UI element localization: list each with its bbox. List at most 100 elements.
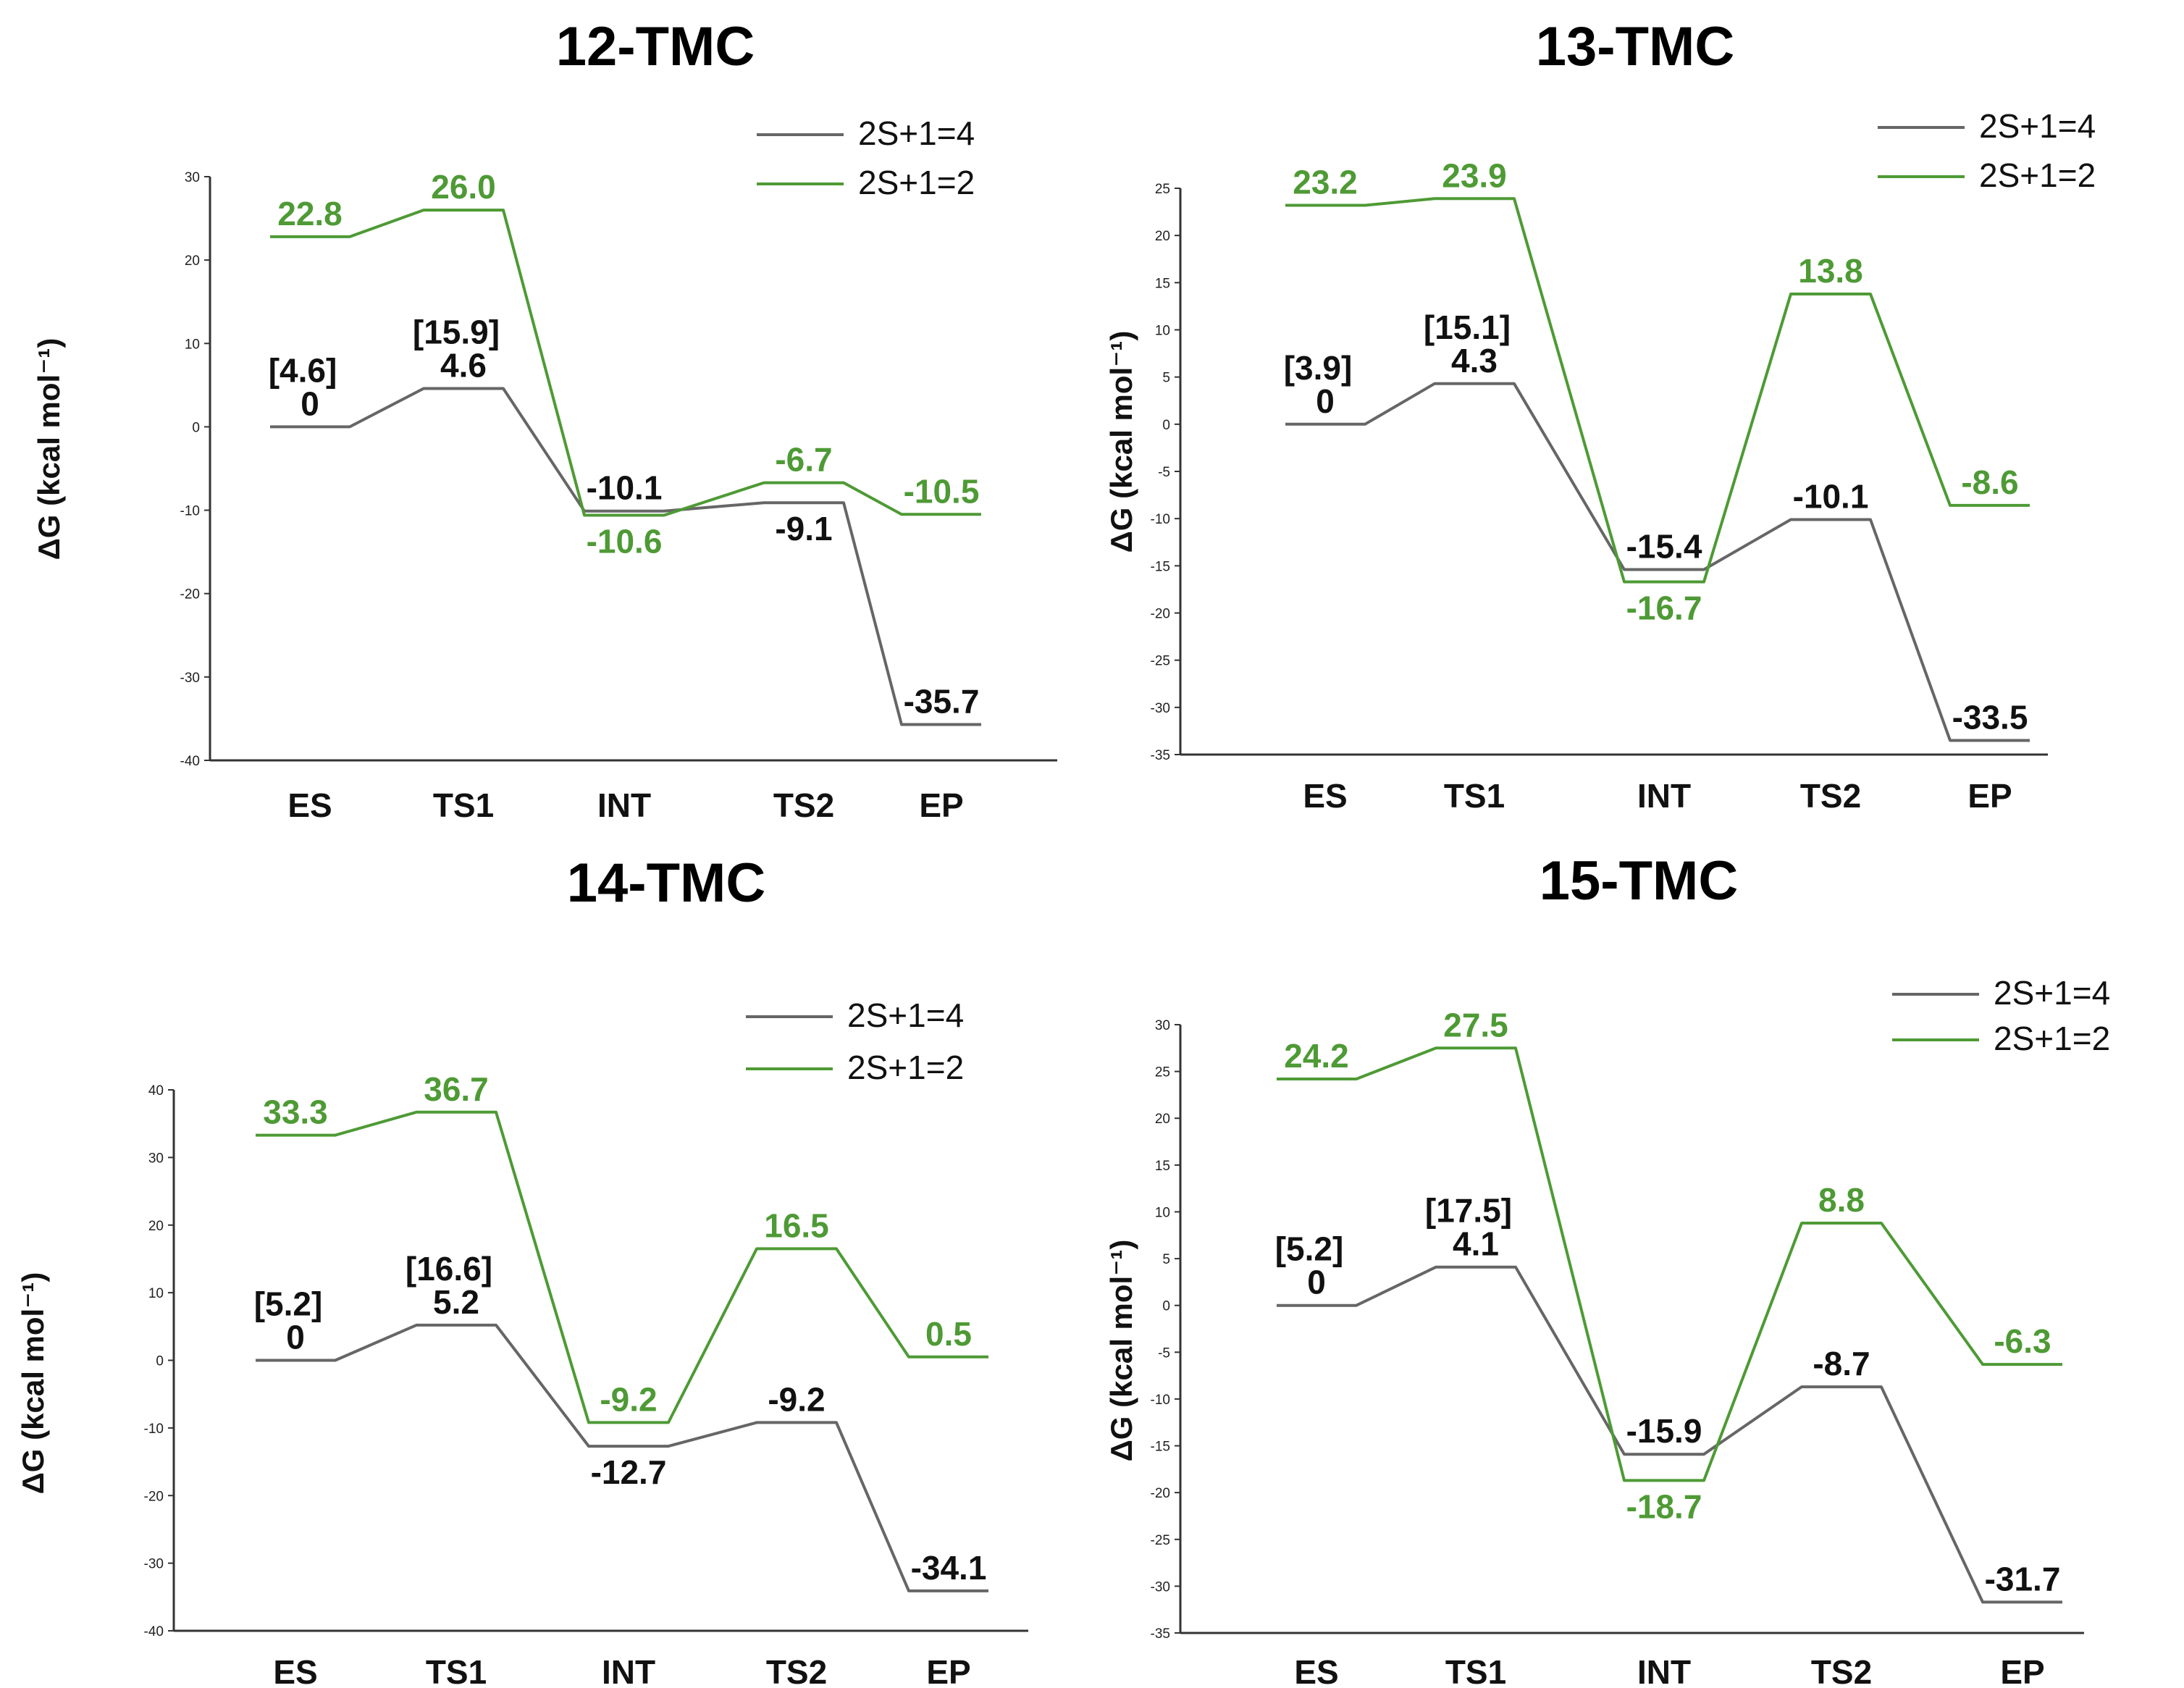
chart-title: 12-TMC — [556, 16, 755, 77]
data-label-quartet: 4.1 — [1453, 1225, 1499, 1263]
y-tick-label: 10 — [185, 337, 200, 352]
data-label-doublet: -6.7 — [775, 441, 832, 479]
series-line-quartet — [270, 387, 981, 726]
legend-label: 2S+1=2 — [858, 164, 975, 201]
energy-profile-chart: 15-TMC 30 25 20 15 10 5 0 -5 -10 -15 -20 -25 -30 -35 ΔG… — [1104, 850, 2110, 1688]
legend-label: 2S+1=2 — [1994, 1020, 2110, 1057]
y-tick-label: 15 — [1155, 1159, 1170, 1174]
x-category-label: EP — [926, 1653, 970, 1688]
energy-profile-chart: 12-TMC 30 20 10 0 -10 -20 -30 -40 ΔG (kcal mol⁻¹)… — [32, 16, 1057, 824]
y-tick-label: -25 — [1151, 1533, 1170, 1548]
data-label-quartet: -34.1 — [911, 1549, 987, 1587]
x-category-label: TS1 — [1444, 777, 1505, 815]
y-tick-label: 0 — [192, 420, 200, 435]
y-axis-label: ΔG (kcal mol⁻¹) — [1104, 331, 1138, 553]
data-label-quartet: -10.1 — [1793, 477, 1869, 515]
y-tick-label: -30 — [180, 671, 200, 686]
data-label-quartet: -9.1 — [775, 510, 832, 547]
bracket-annotation: [5.2] — [1275, 1230, 1344, 1268]
y-axis-label: ΔG (kcal mol⁻¹) — [1104, 1240, 1138, 1462]
data-label-quartet: 4.3 — [1451, 342, 1498, 379]
y-tick-label: 5 — [1162, 1252, 1170, 1267]
bracket-annotation: [15.1] — [1424, 308, 1511, 346]
data-label-doublet: -18.7 — [1626, 1487, 1702, 1525]
y-tick-label: -10 — [144, 1422, 164, 1437]
y-tick-label: 0 — [1162, 1299, 1170, 1314]
y-tick-label: 20 — [1155, 229, 1170, 244]
data-label-quartet: 0 — [1307, 1264, 1326, 1301]
data-label-quartet: 0 — [1316, 382, 1335, 420]
x-category-label: INT — [602, 1653, 655, 1688]
y-tick-label: -35 — [1151, 1626, 1170, 1642]
bracket-annotation: [5.2] — [254, 1285, 323, 1323]
legend-label: 2S+1=2 — [1979, 156, 2096, 194]
legend-label: 2S+1=2 — [847, 1049, 964, 1086]
y-tick-label: 30 — [185, 170, 200, 185]
y-tick-label: -20 — [180, 587, 200, 602]
x-category-label: INT — [1637, 1653, 1691, 1688]
data-label-doublet: 16.5 — [764, 1206, 829, 1244]
y-tick-label: -5 — [1158, 1345, 1170, 1361]
y-axis-label: ΔG (kcal mol⁻¹) — [32, 338, 66, 560]
energy-profile-chart: 14-TMC 40 30 20 10 0 -10 -20 -30 -40 ΔG (kcal mol⁻… — [16, 852, 1028, 1688]
data-label-quartet: 0 — [301, 385, 319, 422]
legend-label: 2S+1=4 — [1979, 107, 2096, 145]
data-label-quartet: -33.5 — [1952, 698, 2028, 736]
series-line-quartet — [1277, 1265, 2062, 1604]
y-tick-label: 10 — [1155, 1205, 1170, 1220]
x-category-label: EP — [2000, 1653, 2044, 1688]
panel-12-tmc: 12-TMC 30 20 10 0 -10 -20 -30 -40 ΔG (kcal mol⁻¹)… — [0, 0, 1092, 844]
y-tick-label: -35 — [1151, 748, 1170, 763]
y-tick-label: 20 — [148, 1219, 164, 1234]
series-line-quartet — [1285, 382, 2030, 742]
y-tick-label: -30 — [1151, 1579, 1170, 1595]
data-label-quartet: -31.7 — [1985, 1560, 2061, 1597]
data-label-quartet: -15.4 — [1626, 528, 1702, 566]
y-tick-label: 25 — [1155, 1065, 1170, 1080]
y-tick-label: 10 — [148, 1286, 164, 1301]
data-label-doublet: 27.5 — [1443, 1006, 1508, 1044]
y-axis-label: ΔG (kcal mol⁻¹) — [16, 1272, 50, 1495]
x-category-label: ES — [1294, 1653, 1338, 1688]
x-category-label: TS1 — [433, 786, 494, 824]
bracket-annotation: [3.9] — [1284, 349, 1353, 387]
data-label-doublet: 8.8 — [1818, 1181, 1865, 1219]
data-label-doublet: 22.8 — [277, 195, 343, 232]
data-label-doublet: -8.6 — [1961, 463, 2018, 501]
chart-title: 14-TMC — [567, 852, 765, 914]
y-tick-label: -10 — [180, 504, 200, 519]
energy-profile-chart: 13-TMC 25 20 15 10 5 0 -5 -10 -15 -20 -25 -30 -35 ΔG (… — [1104, 16, 2096, 815]
data-label-doublet: -6.3 — [1994, 1322, 2051, 1360]
x-category-label: ES — [273, 1653, 317, 1688]
y-tick-label: 30 — [148, 1151, 164, 1166]
y-tick-label: 5 — [1162, 371, 1170, 386]
legend-label: 2S+1=4 — [1994, 974, 2110, 1012]
y-tick-label: -25 — [1151, 654, 1170, 669]
bracket-annotation: [4.6] — [269, 351, 337, 389]
x-category-label: EP — [1967, 777, 2012, 815]
y-tick-label: 15 — [1155, 276, 1170, 291]
x-category-label: TS2 — [773, 786, 834, 824]
y-tick-label: 10 — [1155, 324, 1170, 339]
data-label-doublet: 23.9 — [1442, 156, 1507, 194]
panel-14-tmc: 14-TMC 40 30 20 10 0 -10 -20 -30 -40 ΔG (kcal mol⁻… — [0, 844, 1092, 1688]
data-label-doublet: 33.3 — [263, 1093, 328, 1131]
bracket-annotation: [16.6] — [406, 1250, 492, 1288]
data-label-doublet: 24.2 — [1284, 1037, 1349, 1075]
y-tick-label: -20 — [1151, 1486, 1170, 1501]
chart-title: 15-TMC — [1540, 850, 1738, 912]
data-label-quartet: -35.7 — [904, 682, 980, 720]
data-label-doublet: 36.7 — [424, 1070, 489, 1108]
data-label-quartet: 0 — [286, 1319, 305, 1356]
x-category-label: TS1 — [426, 1653, 487, 1688]
data-label-quartet: -12.7 — [591, 1453, 667, 1491]
y-tick-label: 0 — [1162, 418, 1170, 433]
data-label-doublet: 26.0 — [431, 168, 496, 206]
y-tick-label: -15 — [1151, 559, 1170, 574]
bracket-annotation: [17.5] — [1425, 1192, 1512, 1230]
x-category-label: INT — [1637, 777, 1691, 815]
y-tick-label: -20 — [144, 1489, 164, 1504]
y-tick-label: 30 — [1155, 1018, 1170, 1033]
data-label-doublet: -10.6 — [587, 522, 663, 560]
data-label-doublet: 23.2 — [1293, 163, 1358, 201]
